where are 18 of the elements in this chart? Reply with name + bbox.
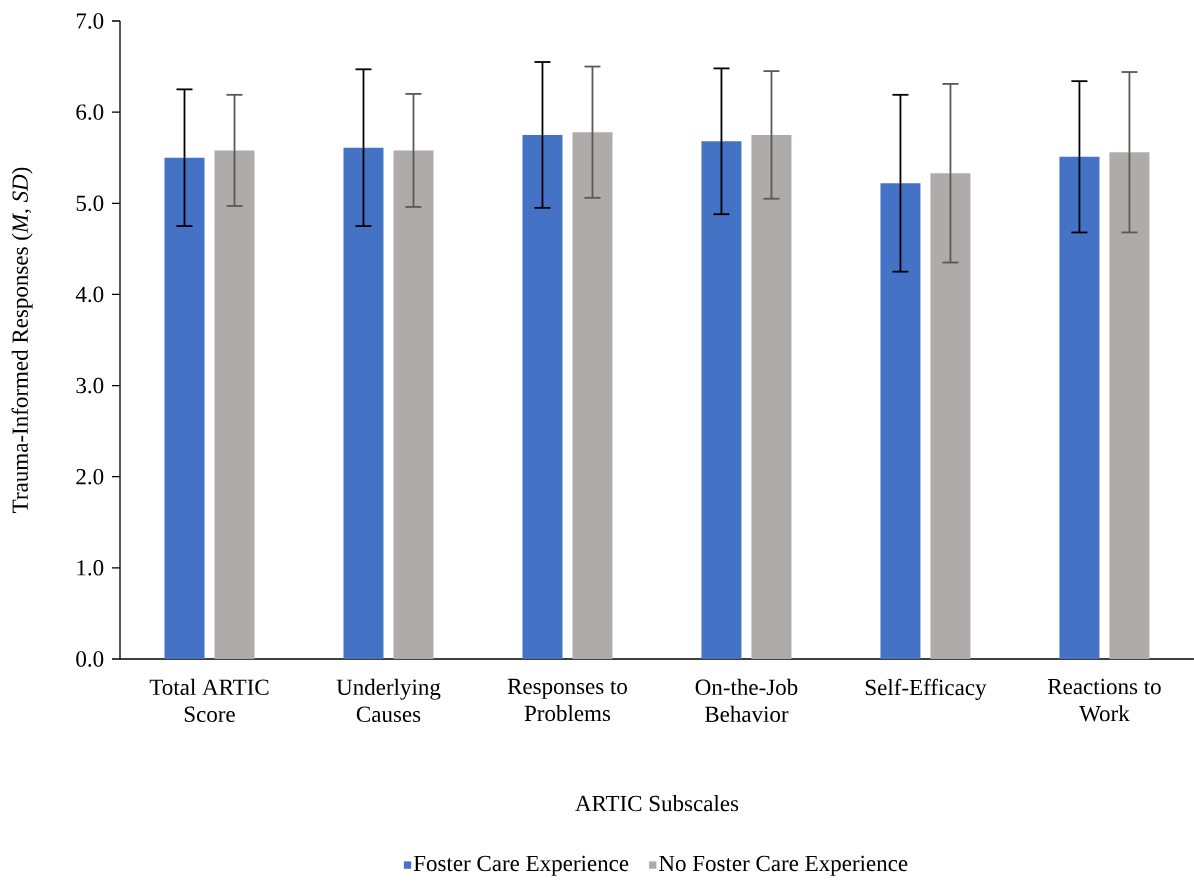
legend-label: No Foster Care Experience xyxy=(659,855,908,876)
y-tick-label: 4.0 xyxy=(75,286,104,303)
x-tick-label: On-the-Job Behavior xyxy=(695,678,798,723)
x-tick-label: Self-Efficacy xyxy=(865,678,987,701)
y-tick-label: 1.0 xyxy=(77,560,104,576)
y-tick-label: 5.0 xyxy=(76,195,104,212)
legend-label: Foster Care Experience xyxy=(413,855,629,876)
y-axis-title: Trauma-Informed Responses (M, SD) xyxy=(11,167,33,513)
y-tick-label: 6.0 xyxy=(76,104,104,120)
x-tick-label: Total ARTIC Score xyxy=(149,678,269,723)
x-tick-label: Reactions to Work xyxy=(1047,678,1161,722)
x-tick-label: Responses to Problems xyxy=(507,678,627,722)
y-tick-label: 3.0 xyxy=(76,377,104,394)
y-tick-label: 2.0 xyxy=(76,468,104,485)
x-axis-title: ARTIC Subscales xyxy=(575,795,739,812)
y-tick-label: 0.0 xyxy=(76,651,104,667)
x-tick-label: Underlying Causes xyxy=(336,678,441,723)
y-tick-label: 7.0 xyxy=(76,13,104,29)
